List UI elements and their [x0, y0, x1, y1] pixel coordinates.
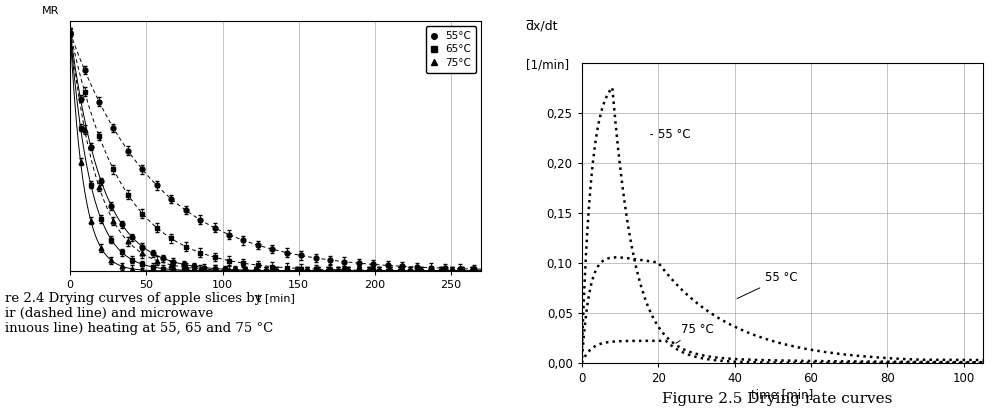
Text: 75 °C: 75 °C: [675, 323, 713, 343]
Text: 55 °C: 55 °C: [650, 128, 690, 141]
Text: d̅x/dt: d̅x/dt: [525, 20, 557, 33]
Text: re 2.4 Drying curves of apple slices by
ir (dashed line) and microwave
inuous li: re 2.4 Drying curves of apple slices by …: [5, 292, 273, 335]
Text: Figure 2.5 Drying rate curves: Figure 2.5 Drying rate curves: [661, 392, 892, 406]
X-axis label: t [min]: t [min]: [257, 293, 295, 303]
Text: [1/min]: [1/min]: [525, 58, 568, 72]
X-axis label: time [min]: time [min]: [750, 387, 813, 401]
Legend: 55°C, 65°C, 75°C: 55°C, 65°C, 75°C: [426, 26, 476, 73]
Text: MR: MR: [41, 6, 59, 16]
Text: 55 °C: 55 °C: [736, 271, 797, 299]
